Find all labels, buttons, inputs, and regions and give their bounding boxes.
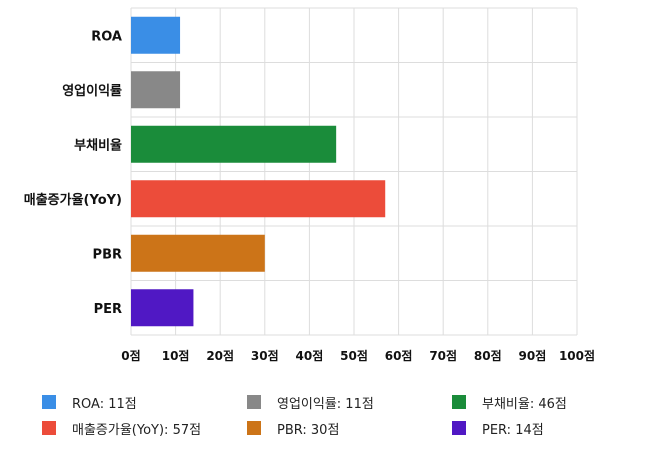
legend-label: PBR: 30점 xyxy=(277,422,340,438)
bar xyxy=(131,180,386,218)
legend-swatch xyxy=(42,421,56,435)
x-tick-label: 30점 xyxy=(251,348,279,363)
bar xyxy=(131,289,194,327)
x-tick-label: 0점 xyxy=(121,348,140,363)
x-tick-label: 80점 xyxy=(474,348,502,363)
x-tick-label: 50점 xyxy=(340,348,368,363)
x-tick-label: 100점 xyxy=(559,348,595,363)
x-tick-label: 20점 xyxy=(206,348,234,363)
legend-item: PER: 14점 xyxy=(452,418,642,438)
gridlines xyxy=(130,7,578,336)
category-label: 부채비율 xyxy=(74,137,122,153)
category-label: PBR xyxy=(93,247,122,262)
legend-swatch xyxy=(42,395,56,409)
legend-label: 매출증가율(YoY): 57점 xyxy=(72,422,202,438)
legend-item: PBR: 30점 xyxy=(247,418,452,438)
category-label: ROA xyxy=(91,29,122,44)
x-tick-label: 90점 xyxy=(519,348,547,363)
legend-label: PER: 14점 xyxy=(482,422,544,438)
legend-item: 부채비율: 46점 xyxy=(452,392,642,412)
legend-item: ROA: 11점 xyxy=(42,392,247,412)
legend-swatch xyxy=(452,395,466,409)
bars xyxy=(131,16,386,327)
category-label: 매출증가율(YoY) xyxy=(24,192,122,208)
x-tick-label: 10점 xyxy=(162,348,190,363)
legend-swatch xyxy=(452,421,466,435)
category-label: 영업이익률 xyxy=(62,83,122,99)
legend-item: 영업이익률: 11점 xyxy=(247,392,452,412)
x-tick-label: 60점 xyxy=(385,348,413,363)
bar xyxy=(131,71,181,109)
legend-swatch xyxy=(247,421,261,435)
legend-label: 부채비율: 46점 xyxy=(482,396,567,412)
legend-swatch xyxy=(247,395,261,409)
bar xyxy=(131,16,181,54)
x-tick-labels: 0점 10점 20점 30점 40점 50점 60점 70점 80점 90점 100점 xyxy=(121,348,595,363)
legend-label: ROA: 11점 xyxy=(72,396,137,412)
legend-label: 영업이익률: 11점 xyxy=(277,396,374,412)
legend-item: 매출증가율(YoY): 57점 xyxy=(42,418,247,438)
category-label: PER xyxy=(94,302,122,317)
x-tick-label: 70점 xyxy=(429,348,457,363)
bar xyxy=(131,234,265,272)
bar xyxy=(131,125,337,163)
x-tick-label: 40점 xyxy=(296,348,324,363)
